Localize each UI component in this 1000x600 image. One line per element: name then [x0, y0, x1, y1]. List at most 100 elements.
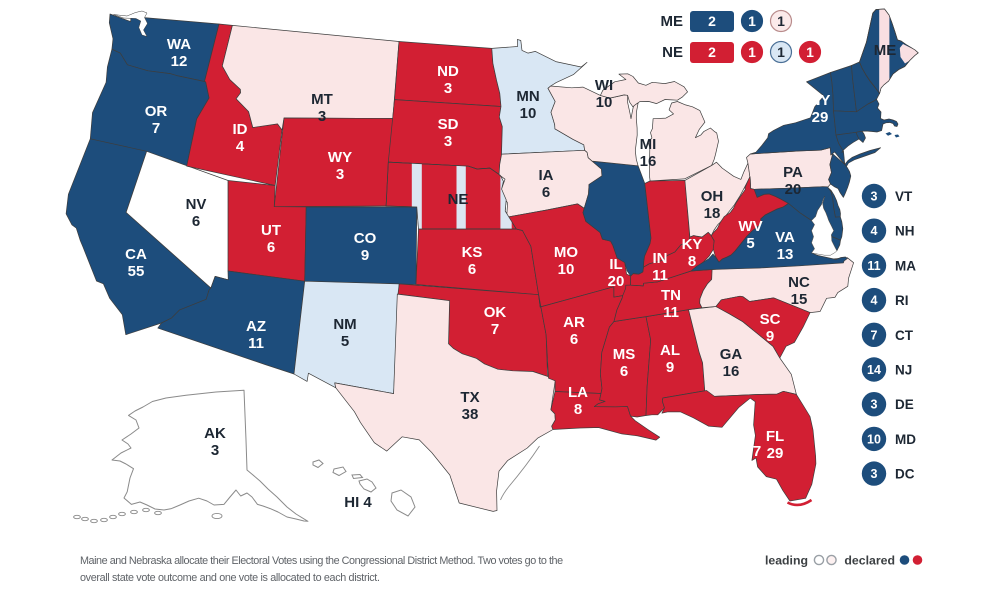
svg-text:overall state vote outcome and: overall state vote outcome and one vote …	[80, 572, 380, 584]
svg-text:AL: AL	[660, 342, 680, 359]
svg-text:MI: MI	[640, 136, 657, 153]
svg-text:13: 13	[777, 246, 794, 263]
svg-text:NE: NE	[448, 191, 469, 208]
svg-text:WV: WV	[738, 218, 762, 235]
svg-text:6: 6	[468, 261, 476, 278]
svg-text:4: 4	[236, 138, 245, 155]
svg-text:MN: MN	[516, 88, 539, 105]
svg-text:3: 3	[211, 442, 219, 459]
svg-text:IN: IN	[653, 250, 668, 267]
svg-text:WI: WI	[595, 77, 613, 94]
svg-text:IL: IL	[609, 256, 622, 273]
svg-text:3: 3	[318, 108, 326, 125]
svg-text:leading: leading	[765, 554, 808, 568]
svg-text:FL: FL	[766, 428, 784, 445]
svg-text:3: 3	[444, 80, 452, 97]
svg-text:TN: TN	[661, 287, 681, 304]
svg-text:LA: LA	[568, 384, 588, 401]
svg-text:MO: MO	[554, 244, 578, 261]
svg-text:ME: ME	[661, 13, 684, 30]
svg-text:12: 12	[171, 53, 188, 70]
svg-text:10: 10	[520, 105, 537, 122]
svg-text:16: 16	[723, 363, 740, 380]
svg-text:ID: ID	[233, 121, 248, 138]
svg-text:11: 11	[663, 304, 679, 321]
svg-text:3: 3	[444, 133, 452, 150]
svg-text:AR: AR	[563, 314, 585, 331]
svg-text:6: 6	[570, 331, 578, 348]
svg-text:DE: DE	[895, 397, 914, 412]
svg-text:OK: OK	[484, 304, 507, 321]
svg-text:1: 1	[777, 13, 785, 29]
svg-text:6: 6	[542, 184, 550, 201]
svg-text:7: 7	[491, 321, 499, 338]
svg-text:38: 38	[462, 406, 479, 423]
svg-text:55: 55	[128, 263, 145, 280]
svg-text:3: 3	[871, 190, 878, 204]
svg-text:MS: MS	[613, 346, 636, 363]
svg-text:1: 1	[777, 44, 785, 60]
svg-text:CA: CA	[125, 246, 147, 263]
svg-text:8: 8	[574, 401, 582, 418]
svg-text:8: 8	[688, 253, 696, 270]
svg-text:1: 1	[748, 44, 756, 60]
svg-text:3: 3	[871, 398, 878, 412]
svg-text:CO: CO	[354, 230, 377, 247]
svg-text:1: 1	[748, 13, 756, 29]
svg-text:NJ: NJ	[895, 363, 912, 378]
svg-text:RI: RI	[895, 293, 909, 308]
svg-text:10: 10	[558, 261, 575, 278]
svg-text:HI 4: HI 4	[344, 494, 372, 511]
svg-text:6: 6	[620, 363, 628, 380]
svg-text:VA: VA	[775, 229, 795, 246]
svg-text:WY: WY	[328, 149, 352, 166]
svg-text:AZ: AZ	[246, 318, 266, 335]
svg-text:2: 2	[708, 44, 716, 60]
svg-text:4: 4	[871, 224, 878, 238]
svg-text:18: 18	[704, 205, 721, 222]
svg-text:9: 9	[361, 247, 369, 264]
svg-text:29: 29	[767, 445, 784, 462]
svg-text:NH: NH	[895, 224, 915, 239]
svg-text:PA: PA	[783, 164, 803, 181]
svg-text:MD: MD	[895, 432, 916, 447]
svg-text:11: 11	[867, 259, 880, 273]
svg-text:AK: AK	[204, 425, 226, 442]
svg-text:3: 3	[336, 166, 344, 183]
svg-text:IA: IA	[539, 167, 554, 184]
svg-text:NC: NC	[788, 274, 810, 291]
svg-text:11: 11	[248, 335, 264, 352]
svg-text:ME: ME	[874, 42, 897, 59]
svg-text:NE: NE	[662, 44, 683, 61]
svg-text:1: 1	[806, 44, 814, 60]
svg-text:UT: UT	[261, 222, 281, 239]
svg-text:7: 7	[152, 120, 160, 137]
svg-text:TX: TX	[460, 389, 479, 406]
svg-text:16: 16	[640, 153, 657, 170]
svg-text:MA: MA	[895, 258, 916, 273]
svg-text:NV: NV	[186, 196, 207, 213]
svg-text:4: 4	[871, 294, 878, 308]
svg-text:SC: SC	[760, 311, 781, 328]
svg-text:11: 11	[652, 267, 668, 284]
svg-text:7: 7	[753, 443, 761, 460]
svg-text:NM: NM	[333, 316, 356, 333]
svg-text:5: 5	[341, 333, 349, 350]
svg-text:GA: GA	[720, 346, 743, 363]
svg-text:declared: declared	[844, 554, 895, 568]
svg-text:6: 6	[192, 213, 200, 230]
svg-text:2: 2	[708, 13, 716, 29]
svg-text:NY: NY	[810, 92, 831, 109]
svg-text:WA: WA	[167, 36, 191, 53]
svg-text:9: 9	[666, 359, 674, 376]
svg-text:10: 10	[867, 432, 881, 446]
svg-text:ND: ND	[437, 63, 459, 80]
svg-text:OR: OR	[145, 103, 168, 120]
svg-text:15: 15	[791, 291, 808, 308]
svg-text:3: 3	[871, 467, 878, 481]
svg-text:KS: KS	[462, 244, 483, 261]
svg-text:14: 14	[867, 363, 881, 377]
svg-text:10: 10	[596, 94, 613, 111]
svg-text:20: 20	[785, 181, 802, 198]
svg-text:29: 29	[812, 109, 829, 126]
